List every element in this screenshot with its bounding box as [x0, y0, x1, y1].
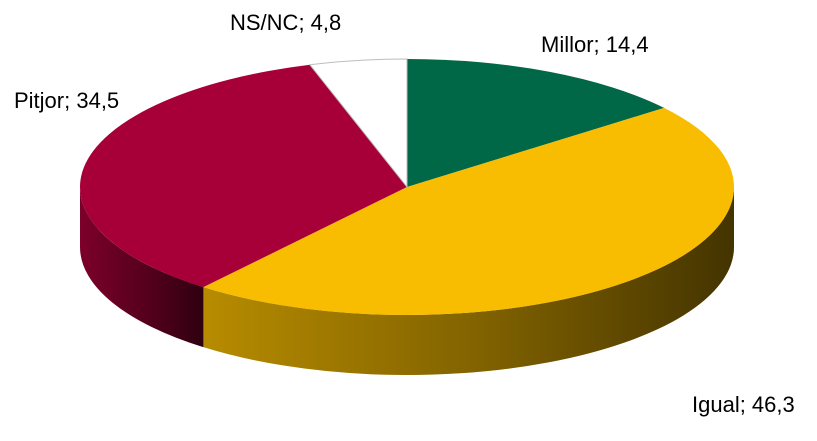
slice-pitjor — [80, 64, 408, 288]
data-label-ns-nc: NS/NC; 4,8 — [230, 10, 341, 35]
slice-side-shading-pitjor — [80, 187, 204, 348]
slice-side-shading-igual — [203, 187, 735, 375]
slice-igual — [203, 107, 735, 316]
pie-tops — [80, 58, 735, 316]
data-label-pitjor: Pitjor; 34,5 — [14, 88, 119, 113]
pie-labels: Millor; 14,4 Igual; 46,3 Pitjor; 34,5 NS/NC… — [14, 10, 795, 417]
slice-ns-nc — [308, 58, 408, 189]
pie-sides — [80, 187, 735, 375]
data-label-igual: Igual; 46,3 — [692, 392, 795, 417]
slice-millor — [407, 59, 665, 187]
data-label-millor: Millor; 14,4 — [541, 32, 649, 57]
